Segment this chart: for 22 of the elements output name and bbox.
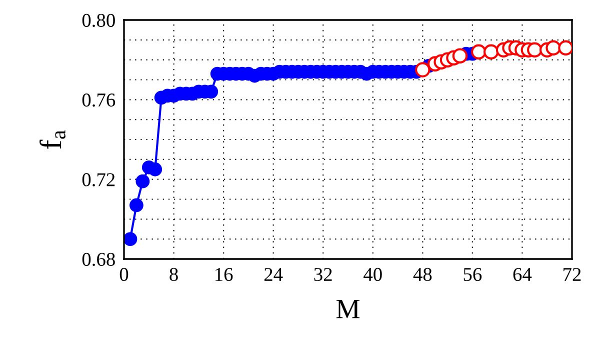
y-tick-label: 0.80 — [82, 14, 115, 28]
y-tick-label: 0.72 — [82, 173, 115, 186]
x-tick-label: 16 — [216, 268, 233, 282]
x-tick-label: 48 — [413, 268, 432, 282]
x-tick-label: 0 — [120, 268, 128, 282]
y-axis-title: f$_{a}$ — [40, 130, 66, 149]
x-tick-label: 64 — [513, 268, 532, 282]
point — [124, 232, 138, 246]
y-tick-label: 0.68 — [82, 252, 115, 266]
point — [546, 40, 561, 56]
point — [130, 198, 144, 212]
x-tick-label: 8 — [170, 268, 178, 282]
point — [527, 42, 542, 58]
x-tick-label: 40 — [364, 268, 382, 282]
point — [136, 174, 150, 188]
x-tick-label: 56 — [464, 268, 482, 282]
point — [148, 162, 162, 176]
x-tick-label: 32 — [314, 268, 332, 282]
y-tick-label: 0.76 — [82, 93, 116, 107]
x-axis-title: M — [336, 300, 360, 318]
x-tick-label: 24 — [264, 268, 283, 281]
x-tick-label: 72 — [564, 268, 581, 281]
